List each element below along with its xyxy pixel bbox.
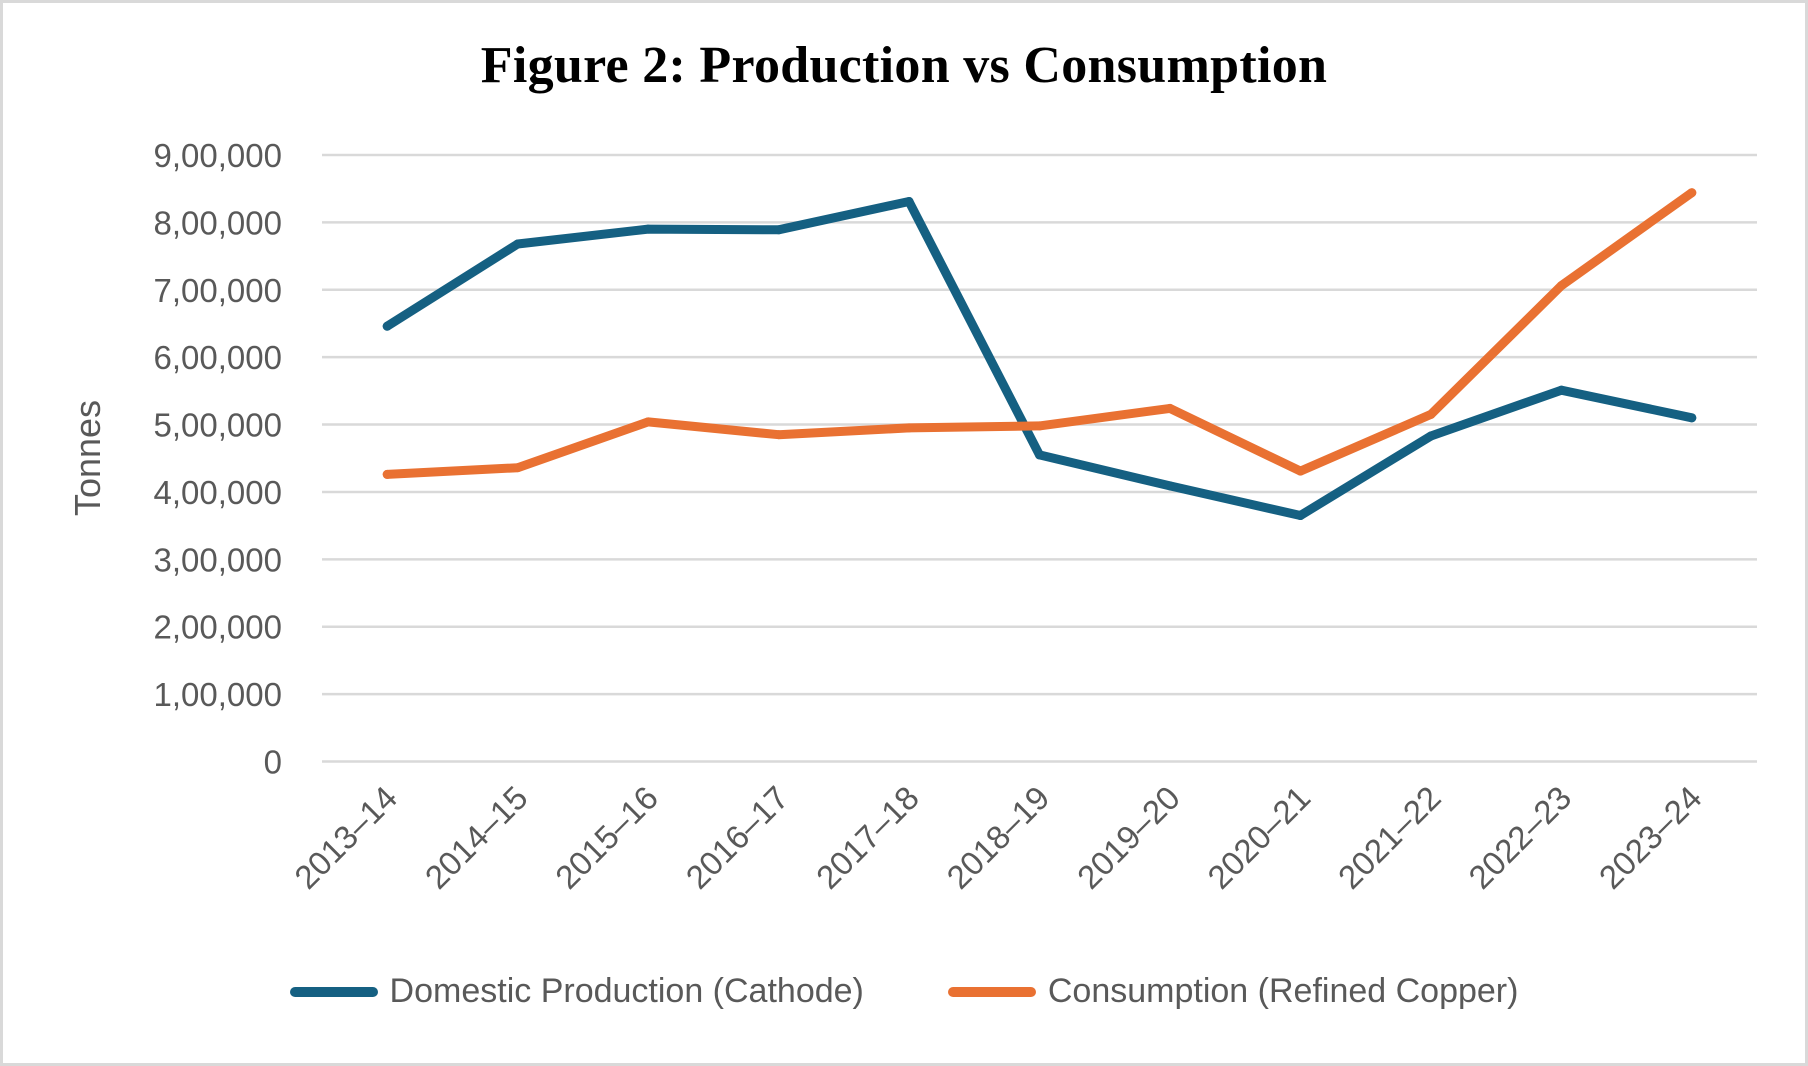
x-tick-label: 2018–19	[939, 779, 1056, 896]
data-point[interactable]	[1035, 421, 1044, 431]
data-point[interactable]	[1295, 466, 1305, 476]
line-chart: 0 1,00,000 2,00,000 3,00,000 4,00,000 5,00,00…	[67, 137, 1757, 896]
data-point[interactable]	[513, 239, 523, 249]
data-point[interactable]	[1426, 409, 1436, 419]
legend-label-consumption: Consumption (Refined Copper)	[1047, 972, 1519, 1010]
x-tick-label: 2014–15	[418, 779, 535, 896]
data-point[interactable]	[643, 417, 653, 427]
y-tick-label: 9,00,000	[154, 137, 282, 174]
data-point[interactable]	[904, 423, 914, 433]
data-point[interactable]	[1035, 450, 1044, 460]
data-point[interactable]	[904, 196, 914, 206]
x-tick-label: 2023–24	[1592, 779, 1709, 896]
series-lines	[382, 188, 1697, 521]
x-tick-label: 2016–17	[679, 779, 796, 896]
data-point[interactable]	[774, 430, 784, 440]
y-tick-label: 2,00,000	[154, 609, 282, 646]
x-tick-label: 2022–23	[1461, 779, 1578, 896]
y-tick-label: 6,00,000	[154, 339, 282, 376]
y-axis-ticks: 0 1,00,000 2,00,000 3,00,000 4,00,000 5,00,00…	[154, 137, 282, 781]
data-point[interactable]	[382, 469, 392, 479]
data-point[interactable]	[1295, 511, 1305, 521]
legend-swatch-consumption	[947, 986, 1036, 997]
y-axis-label: Tonnes	[67, 400, 108, 516]
y-tick-label: 8,00,000	[154, 204, 282, 241]
data-point[interactable]	[1687, 413, 1697, 423]
y-tick-label: 5,00,000	[154, 407, 282, 444]
legend-item-consumption[interactable]: Consumption (Refined Copper)	[947, 972, 1519, 1011]
data-point[interactable]	[382, 321, 392, 331]
data-point[interactable]	[1165, 481, 1175, 491]
data-point[interactable]	[1556, 281, 1566, 291]
x-tick-label: 2019–20	[1070, 779, 1187, 896]
legend: Domestic Production (Cathode) Consumptio…	[0, 972, 1808, 1011]
x-tick-label: 2013–14	[287, 779, 404, 896]
data-point[interactable]	[1687, 188, 1697, 198]
data-point[interactable]	[1165, 403, 1175, 413]
data-point[interactable]	[643, 224, 653, 234]
x-tick-label: 2017–18	[809, 779, 926, 896]
x-tick-label: 2015–16	[548, 779, 665, 896]
y-tick-label: 3,00,000	[154, 541, 282, 578]
legend-item-production[interactable]: Domestic Production (Cathode)	[289, 972, 864, 1011]
x-axis-ticks: 2013–14 2014–15 2015–16 2016–17 2017–18 2018–…	[287, 779, 1709, 896]
data-point[interactable]	[1426, 431, 1436, 441]
x-tick-label: 2021–22	[1331, 779, 1448, 896]
y-tick-label: 7,00,000	[154, 272, 282, 309]
series-line-production[interactable]	[382, 197, 1697, 520]
y-tick-label: 4,00,000	[154, 474, 282, 511]
legend-label-production: Domestic Production (Cathode)	[389, 972, 864, 1010]
data-point[interactable]	[513, 463, 523, 473]
legend-swatch-production	[289, 986, 378, 997]
y-tick-label: 0	[264, 744, 282, 781]
data-point[interactable]	[774, 225, 784, 235]
data-point[interactable]	[1556, 385, 1566, 395]
x-tick-label: 2020–21	[1200, 779, 1317, 896]
chart-title: Figure 2: Production vs Consumption	[480, 37, 1328, 94]
y-tick-label: 1,00,000	[154, 676, 282, 713]
